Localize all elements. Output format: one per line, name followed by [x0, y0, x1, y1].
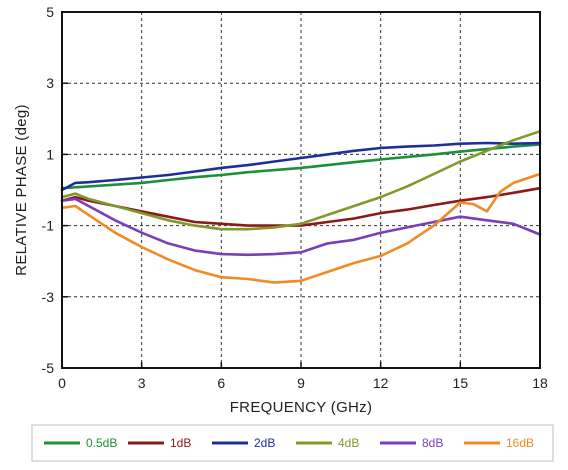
- y-tick-label: -3: [42, 289, 55, 305]
- y-tick-label: 5: [46, 4, 54, 20]
- plot-frame: [61, 11, 541, 369]
- x-tick-label: 6: [217, 375, 225, 391]
- legend-label: 1dB: [170, 436, 191, 450]
- legend-label: 8dB: [422, 436, 443, 450]
- series-line: [60, 143, 542, 190]
- series-line: [60, 172, 542, 284]
- x-tick-label: 0: [58, 375, 66, 391]
- x-tick-label: 15: [453, 375, 469, 391]
- legend-label: 2dB: [254, 436, 275, 450]
- legend-label: 4dB: [338, 436, 359, 450]
- series-line: [60, 197, 542, 257]
- tick-labels: 0 3 6 9 12 15 18 -5 -3 -1 1 3 5: [42, 4, 548, 391]
- y-tick-label: -5: [42, 360, 55, 376]
- series-line: [60, 141, 542, 192]
- series-line: [60, 130, 542, 231]
- x-tick-label: 12: [373, 375, 389, 391]
- x-tick-label: 9: [297, 375, 305, 391]
- y-axis-label: RELATIVE PHASE (deg): [13, 104, 30, 276]
- y-tick-label: 1: [46, 146, 54, 162]
- x-axis-label: FREQUENCY (GHz): [230, 399, 373, 416]
- y-tick-label: -1: [42, 218, 55, 234]
- legend-label: 16dB: [506, 436, 534, 450]
- x-tick-label: 18: [532, 375, 548, 391]
- legend-label: 0.5dB: [86, 436, 117, 450]
- series-lines: [60, 130, 542, 284]
- legend: 0.5dB 1dB 2dB 4dB 8dB 16dB: [44, 436, 534, 450]
- x-tick-label: 3: [138, 375, 146, 391]
- y-tick-label: 3: [46, 75, 54, 91]
